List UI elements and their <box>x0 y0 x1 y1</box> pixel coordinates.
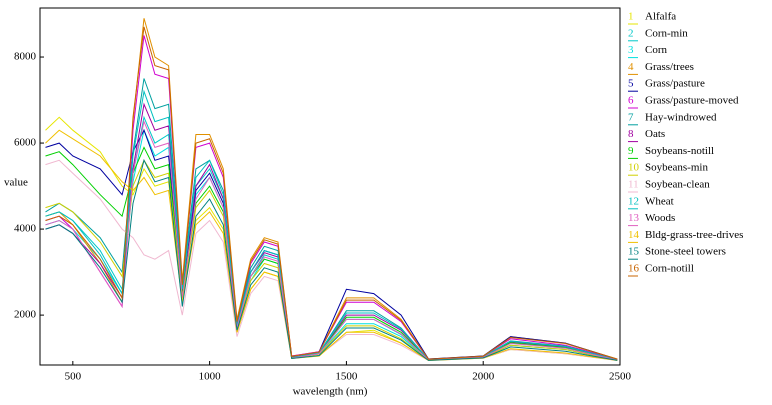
legend-label: Bldg-grass-tree-drives <box>645 229 743 241</box>
legend-key: 3 <box>628 44 634 56</box>
legend-label: Corn-min <box>645 27 688 39</box>
x-tick-label: 2500 <box>609 371 632 383</box>
legend-key: 1 <box>628 11 634 23</box>
plot-frame <box>39 7 621 366</box>
legend-key: 16 <box>628 263 640 275</box>
series-line <box>45 26 618 360</box>
series-line <box>45 158 618 361</box>
x-tick-label: 500 <box>65 371 82 383</box>
legend-label: Hay-windrowed <box>645 111 717 123</box>
legend-label: Grass/pasture-moved <box>645 95 739 107</box>
y-tick-label: 6000 <box>14 137 37 149</box>
x-tick-label: 1500 <box>335 371 358 383</box>
legend-key: 15 <box>628 246 640 258</box>
y-axis-label: value <box>4 177 28 189</box>
legend-key: 6 <box>628 95 634 107</box>
legend-key: 4 <box>628 61 634 73</box>
legend-label: Soybeans-min <box>645 162 708 174</box>
x-axis-label: wavelength (nm) <box>293 386 368 398</box>
x-tick-label: 2000 <box>472 371 495 383</box>
legend-key: 7 <box>628 111 634 123</box>
x-tick-label: 1000 <box>199 371 222 383</box>
legend-key: 13 <box>628 212 640 224</box>
legend-label: Woods <box>645 212 675 224</box>
y-tick-label: 4000 <box>14 223 37 235</box>
legend-key: 8 <box>628 128 634 140</box>
legend-label: Grass/pasture <box>645 78 705 90</box>
legend-label: Soybeans-notill <box>645 145 714 157</box>
series-line <box>45 89 618 361</box>
legend-label: Soybean-clean <box>645 179 710 191</box>
legend-label: Corn <box>645 44 668 56</box>
legend-label: Grass/trees <box>645 61 694 73</box>
legend-label: Corn-notill <box>645 263 694 275</box>
legend-label: Oats <box>645 128 665 140</box>
series-line <box>45 129 618 362</box>
legend-key: 12 <box>628 195 639 207</box>
y-tick-label: 8000 <box>14 51 37 63</box>
y-tick-label: 2000 <box>14 309 37 321</box>
legend-label: Alfalfa <box>645 11 676 23</box>
legend-key: 14 <box>628 229 640 241</box>
legend-key: 10 <box>628 162 640 174</box>
legend-key: 2 <box>628 27 634 39</box>
legend-key: 11 <box>628 179 639 191</box>
legend-label: Stone-steel towers <box>645 246 726 258</box>
legend-label: Wheat <box>645 195 674 207</box>
legend-key: 5 <box>628 78 634 90</box>
legend-key: 9 <box>628 145 634 157</box>
